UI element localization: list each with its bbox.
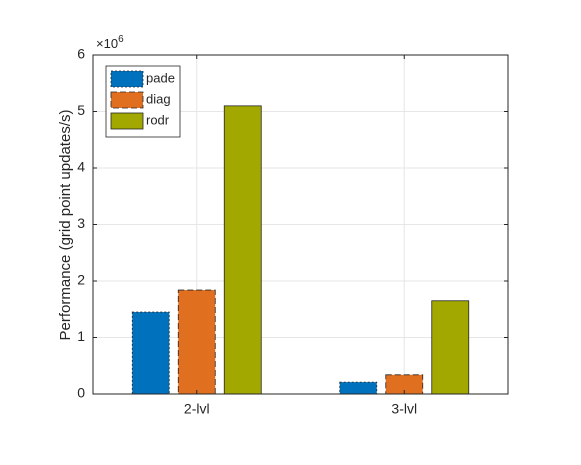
legend-label: rodr — [146, 112, 170, 127]
y-tick-label: 2 — [77, 272, 85, 288]
axes-box — [92, 54, 509, 395]
legend-label: diag — [146, 91, 171, 106]
bar — [223, 105, 262, 395]
legend-label: pade — [146, 70, 175, 85]
y-tick-label: 3 — [77, 215, 85, 231]
y-tick-label: 0 — [77, 385, 85, 401]
legend-swatch — [110, 91, 144, 109]
y-tick-label: 1 — [77, 328, 85, 344]
y-axis-label: Performance (grid point updates/s) — [57, 110, 74, 341]
bar — [177, 289, 216, 395]
bar — [431, 300, 470, 395]
legend-swatch — [110, 112, 144, 130]
y-tick-label: 6 — [77, 46, 85, 62]
y-multiplier-exponent: 6 — [118, 34, 124, 45]
y-tick-label: 4 — [77, 159, 85, 175]
y-multiplier-base: ×10 — [96, 36, 118, 51]
y-tick-label: 5 — [77, 102, 85, 118]
y-multiplier: ×106 — [96, 34, 124, 52]
x-tick-label: 3-lvl — [391, 401, 417, 417]
bar — [339, 381, 378, 395]
legend-swatch — [110, 70, 144, 88]
x-tick-label: 2-lvl — [184, 401, 210, 417]
bar — [131, 311, 170, 395]
